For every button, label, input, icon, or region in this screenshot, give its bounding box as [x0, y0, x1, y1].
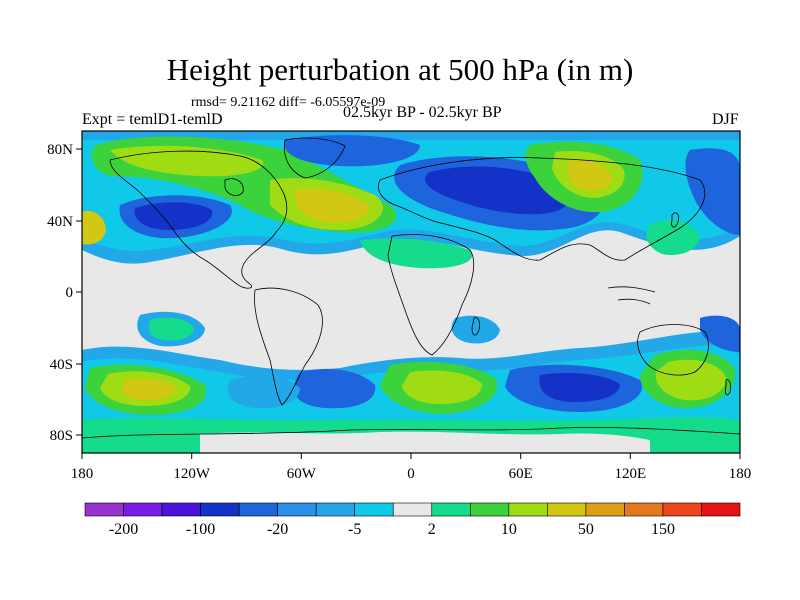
contour-blue-npac-east: [685, 148, 740, 235]
map-title: Height perturbation at 500 hPa (in m): [166, 52, 634, 87]
coastline-north-america: [109, 150, 288, 289]
lon-tick-label: 60W: [287, 466, 317, 482]
colorbar-swatch: [662, 502, 702, 517]
lon-tick-label: 180: [71, 466, 94, 482]
colorbar-swatch: [277, 502, 317, 517]
contour-blue-tasman: [700, 315, 740, 352]
coastlines: [82, 137, 740, 439]
contour-blue-indian-west: [451, 315, 500, 344]
season-label: DJF: [712, 111, 739, 128]
colorbar-swatch: [701, 502, 741, 517]
coastline-africa: [387, 234, 475, 356]
contour-darkerblue-indian: [539, 372, 620, 402]
lat-tick-label: 80S: [50, 428, 73, 444]
experiment-label: Expt = temlD1-temlD: [82, 111, 223, 128]
colorbar-label: 50: [578, 521, 594, 538]
colorbar-swatch: [315, 502, 356, 517]
colorbar-label: -200: [109, 521, 138, 538]
coastline-eurasia: [378, 157, 706, 261]
coastline-indonesia: [607, 286, 656, 305]
contour-darkblue-eurasia: [425, 166, 571, 215]
colorbar-swatch: [547, 502, 587, 517]
colorbar-swatch: [161, 502, 201, 517]
lon-tick-label: 180: [729, 466, 752, 482]
period-label: 02.5kyr BP - 02.5kyr BP: [343, 104, 502, 121]
lon-tick-label: 0: [407, 466, 415, 482]
contour-green-eastpac-south: [148, 317, 194, 341]
contour-orange-westpac: [82, 210, 106, 245]
lon-tick-label: 120E: [614, 466, 646, 482]
contour-green-northpac: [646, 219, 700, 256]
colorbar-swatch: [624, 502, 664, 517]
tick-marks: [76, 148, 741, 459]
coastline-antarctica: [82, 427, 740, 439]
coastline-south-america: [254, 287, 323, 406]
contour-orange-atlantic: [294, 188, 369, 223]
contour-blue-arctic: [284, 135, 420, 167]
colorbar-swatch: [508, 502, 548, 517]
contour-yellow-australia: [655, 359, 726, 401]
colorbar-label: -5: [348, 521, 361, 538]
contour-blue-satl: [227, 375, 300, 409]
colorbar-swatch: [123, 502, 163, 517]
lat-tick-labels: 80N 40N 0 40S 80S: [47, 142, 73, 444]
contour-darkblue-pacific: [134, 202, 213, 230]
lat-tick-label: 80N: [47, 142, 73, 158]
coastline-madagascar: [471, 317, 481, 336]
coastline-new-zealand: [724, 379, 732, 396]
lon-tick-label: 60E: [509, 466, 533, 482]
coastline-greenland: [283, 137, 346, 179]
lat-tick-label: 0: [66, 285, 74, 301]
colorbar-swatch: [585, 502, 625, 517]
contour-yellow-satl: [402, 370, 482, 404]
lon-tick-label: 120W: [173, 466, 211, 482]
colorbar-swatch: [392, 502, 433, 517]
lat-tick-label: 40N: [47, 214, 73, 230]
colorbar-swatch: [84, 502, 124, 517]
lat-tick-label: 40S: [50, 357, 73, 373]
colorbar-label: 10: [501, 521, 517, 538]
colorbar-label: 150: [651, 521, 675, 538]
colorbar-labels: -200 -100 -20 -5 2 10 50 150: [109, 521, 675, 538]
colorbar-label: -100: [186, 521, 215, 538]
contour-field: [82, 131, 740, 453]
colorbar-swatch: [238, 502, 278, 517]
coastline-hudson-bay: [224, 178, 244, 196]
lon-tick-labels: 180 120W 60W 0 60E 120E 180: [71, 466, 752, 482]
contour-orange-southpac: [122, 378, 176, 400]
contour-darkblue-sa: [294, 368, 376, 409]
colorbar-label: 2: [428, 521, 436, 538]
colorbar-swatch: [431, 502, 471, 517]
colorbar-label: -20: [267, 521, 288, 538]
colorbar-swatch: [200, 502, 240, 517]
stats-label: rmsd= 9.21162 diff= -6.05597e-09: [191, 95, 386, 110]
coastline-australia: [637, 324, 709, 376]
contour-green-tropics-africa: [360, 238, 473, 269]
contour-white-antarctic: [200, 431, 650, 453]
colorbar-swatch: [354, 502, 394, 517]
coastline-japan: [671, 212, 679, 228]
colorbar: [84, 502, 741, 517]
colorbar-swatch: [469, 502, 510, 517]
contour-orange-siberia: [567, 159, 612, 191]
